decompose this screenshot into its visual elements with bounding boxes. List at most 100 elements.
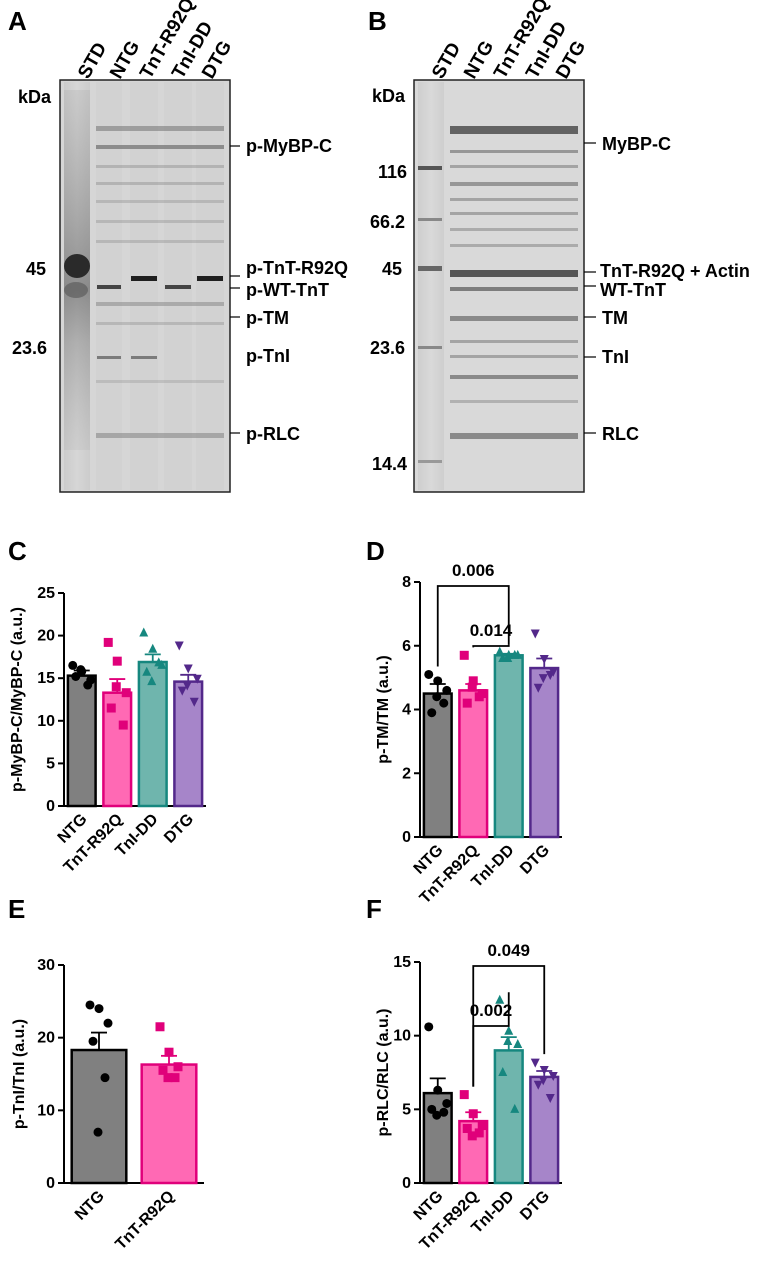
kda-label: kDa: [18, 87, 52, 107]
data-point-tnt-r92q: [155, 1022, 165, 1032]
data-point-tnt-r92q: [467, 682, 477, 692]
data-point-tnt-r92q: [468, 676, 478, 686]
data-point-ntg: [100, 1073, 110, 1083]
data-point-dtg: [548, 1071, 558, 1081]
lane-label-std-b: STD: [428, 39, 465, 82]
panel-label-f: F: [366, 894, 382, 924]
y-axis-label: p-RLC/RLC (a.u.): [375, 1009, 392, 1137]
data-point-tnt-r92q: [467, 1131, 477, 1141]
p-value-label: 0.014: [470, 621, 513, 640]
bar-tnt-r92q: [140, 1063, 198, 1185]
data-point-dtg: [538, 674, 548, 684]
data-point-tnt-r92q: [468, 1109, 478, 1119]
data-point-ntg: [76, 665, 86, 675]
data-point-dtg: [539, 1066, 549, 1076]
comparison-bracket: [472, 644, 510, 648]
marker-116: 116: [378, 162, 407, 182]
data-point-tni-dd: [495, 646, 505, 656]
y-tick-label: 15: [37, 670, 55, 687]
p-value-label: 0.049: [487, 941, 530, 960]
y-tick-label: 0: [402, 829, 411, 846]
data-point-tnt-r92q: [163, 1073, 173, 1083]
band-label-p-wt-tnt: p-WT-TnT: [246, 280, 329, 300]
x-tick-label-dtg: DTG: [161, 811, 197, 847]
bar-tni-dd: [137, 660, 168, 808]
data-point-ntg: [83, 680, 93, 690]
data-point-tnt-r92q: [170, 1073, 180, 1083]
y-tick-label: 30: [37, 957, 55, 974]
marker-66-2: 66.2: [370, 212, 405, 232]
y-tick-label: 0: [402, 1175, 411, 1192]
data-point-tnt-r92q: [158, 1065, 168, 1075]
data-point-tni-dd: [503, 653, 513, 662]
y-tick-label: 10: [37, 1102, 55, 1119]
p-value-label: 0.006: [452, 561, 495, 580]
marker-14-4: 14.4: [372, 454, 407, 474]
data-point-ntg: [85, 1000, 95, 1010]
marker-45-b: 45: [382, 259, 402, 279]
data-point-ntg: [94, 1004, 104, 1014]
band-label-p-rlc: p-RLC: [246, 424, 300, 444]
data-point-tnt-r92q: [164, 1047, 174, 1057]
data-point-dtg: [533, 1080, 543, 1090]
panel-label-b: B: [368, 6, 387, 36]
band-label-mybp-c: MyBP-C: [602, 134, 671, 154]
data-point-tni-dd: [148, 643, 158, 653]
y-tick-label: 25: [37, 585, 55, 602]
data-point-ntg: [103, 1018, 113, 1028]
y-tick-label: 15: [393, 954, 411, 971]
panel-label-c: C: [8, 536, 27, 566]
x-tick-label-tnt-r92q: TnT-R92Q: [112, 1188, 177, 1253]
bar-dtg: [173, 680, 204, 808]
data-point-dtg: [189, 697, 199, 707]
data-point-tnt-r92q: [459, 650, 469, 660]
comparison-bracket: [436, 585, 510, 667]
data-point-dtg: [533, 683, 543, 693]
data-point-ntg: [88, 1036, 98, 1046]
bar-tni-dd: [493, 1049, 524, 1185]
data-point-tnt-r92q: [103, 637, 113, 647]
data-point-tni-dd: [504, 1025, 514, 1035]
data-point-tni-dd: [510, 649, 520, 659]
bar-ntg: [70, 1048, 128, 1185]
data-point-ntg: [93, 1127, 103, 1137]
bar-ntg: [66, 674, 97, 808]
bar-dtg: [529, 666, 560, 839]
x-tick-label-ntg: NTG: [72, 1188, 108, 1224]
data-point-tnt-r92q: [474, 692, 484, 702]
data-point-dtg: [530, 1058, 540, 1068]
band-label-tni: TnI: [602, 347, 629, 367]
data-point-ntg: [442, 685, 452, 695]
data-point-ntg: [432, 1110, 442, 1120]
data-point-tnt-r92q: [474, 1128, 484, 1138]
data-point-tnt-r92q: [111, 682, 121, 692]
bar-ntg: [422, 692, 453, 839]
data-point-dtg: [183, 664, 193, 674]
bar-dtg: [529, 1075, 560, 1185]
comparison-bracket: [472, 992, 510, 1087]
data-point-dtg: [538, 1076, 548, 1086]
data-point-ntg: [71, 671, 81, 681]
band-label-tm: TM: [602, 308, 628, 328]
data-point-ntg: [433, 676, 443, 686]
data-point-ntg: [439, 698, 449, 708]
data-point-tnt-r92q: [173, 1062, 183, 1072]
y-tick-label: 20: [37, 1030, 55, 1047]
data-point-dtg: [539, 655, 549, 664]
data-point-tnt-r92q: [477, 1121, 487, 1131]
data-point-dtg: [530, 629, 540, 639]
panel-label-e: E: [8, 894, 25, 924]
band-label-p-tnt-r92q: p-TnT-R92Q: [246, 258, 348, 278]
data-point-tni-dd: [510, 1103, 520, 1113]
lane-label-ntg-b: NTG: [460, 37, 498, 82]
y-tick-label: 0: [46, 798, 55, 815]
data-point-dtg: [177, 686, 187, 696]
x-tick-label-dtg: DTG: [517, 842, 553, 878]
data-point-dtg: [174, 641, 184, 651]
marker-23-6-b: 23.6: [370, 338, 405, 358]
y-axis-label: p-TnI/TnI (a.u.): [11, 1019, 28, 1129]
